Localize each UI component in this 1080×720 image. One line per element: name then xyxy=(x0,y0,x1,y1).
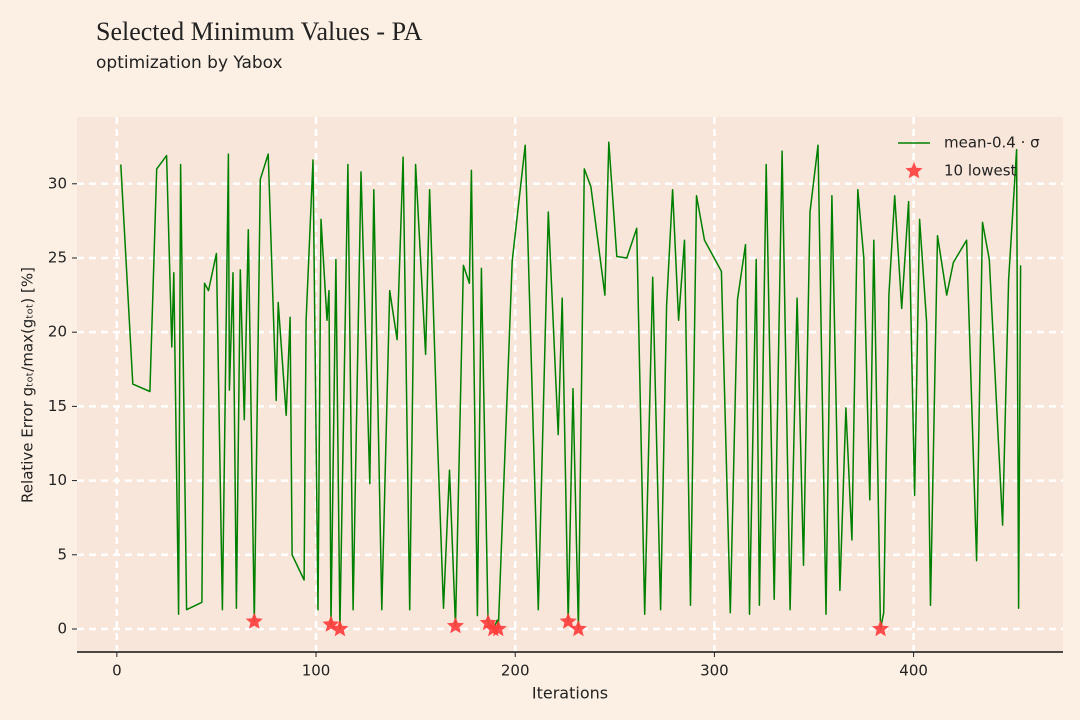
y-tick-label: 20 xyxy=(48,323,67,341)
star-marker xyxy=(446,617,464,634)
y-tick-label: 0 xyxy=(57,619,67,637)
x-axis-label: Iterations xyxy=(532,684,608,703)
star-marker xyxy=(331,620,349,637)
data-line xyxy=(120,141,1022,630)
y-tick-label: 25 xyxy=(48,248,67,266)
star-marker xyxy=(569,620,587,637)
star-marker xyxy=(559,612,577,629)
x-tick-label: 0 xyxy=(112,662,122,680)
chart-subtitle: optimization by Yabox xyxy=(96,53,283,73)
legend-star xyxy=(905,162,923,179)
legend-label: 10 lowest xyxy=(944,162,1017,180)
y-axis-label: Relative Error gₜₒₜ/max(gₜₒₜ) [%] xyxy=(19,267,37,503)
y-tick-label: 15 xyxy=(48,397,67,415)
x-tick-label: 200 xyxy=(501,662,530,680)
legend-label: mean-0.4 · σ xyxy=(944,134,1040,152)
y-tick-label: 30 xyxy=(48,174,67,192)
star-marker xyxy=(872,620,890,637)
x-tick-label: 300 xyxy=(700,662,729,680)
star-marker xyxy=(245,612,263,629)
x-tick-label: 400 xyxy=(899,662,928,680)
x-tick-label: 100 xyxy=(302,662,331,680)
y-tick-label: 5 xyxy=(57,545,67,563)
star-marker xyxy=(489,620,507,637)
y-tick-label: 10 xyxy=(48,471,67,489)
chart-title: Selected Minimum Values - PA xyxy=(96,17,423,46)
